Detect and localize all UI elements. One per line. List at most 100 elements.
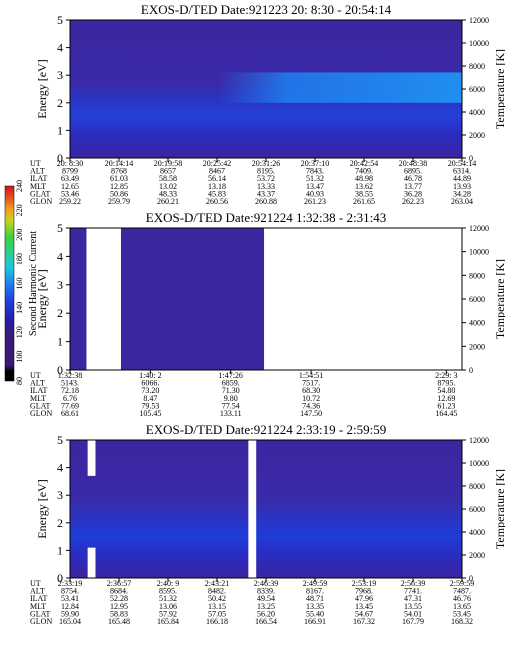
table-row-label: ALT	[30, 379, 45, 388]
y2-tick-label: 10000	[469, 248, 489, 257]
table-cell: 12.65	[61, 182, 79, 191]
chart-title: EXOS-D/TED Date:921224 2:33:19 - 2:59:59	[146, 422, 386, 437]
y-tick-label: 1	[57, 543, 63, 557]
chart-title: EXOS-D/TED Date:921223 20: 8:30 - 20:54:…	[141, 2, 392, 17]
table-cell: 61.03	[110, 174, 128, 183]
table-cell: 10.72	[302, 394, 320, 403]
table-row-label: UT	[30, 159, 41, 168]
colorbar-tick-label: 80	[15, 377, 24, 385]
table-cell: 54.80	[437, 386, 455, 395]
table-cell: 8768	[111, 167, 127, 176]
y-tick-label: 4	[57, 249, 63, 263]
table-cell: 72.18	[61, 386, 79, 395]
table-cell: 48.71	[306, 594, 324, 603]
y2-tick-label: 4000	[469, 108, 485, 117]
y-tick-label: 5	[57, 13, 63, 27]
table-row-label: ALT	[30, 167, 45, 176]
table-cell: 68.30	[302, 386, 320, 395]
y-tick-label: 4	[57, 461, 63, 475]
table-cell: 79.53	[141, 401, 159, 410]
y-axis-label: Energy [eV]	[35, 59, 49, 118]
spectrogram-area	[70, 440, 462, 578]
table-cell: 8339.	[257, 587, 275, 596]
table-cell: 12.95	[110, 602, 128, 611]
table-cell: 105.45	[139, 409, 161, 418]
y2-tick-label: 4000	[469, 528, 485, 537]
table-cell: 7517.	[302, 379, 320, 388]
table-cell: 73.20	[141, 386, 159, 395]
table-cell: 20:37:10	[301, 159, 329, 168]
table-row-label: MLT	[30, 182, 46, 191]
colorbar-scale	[4, 185, 15, 382]
table-cell: 166.18	[206, 617, 228, 626]
table-cell: 2:49:59	[303, 579, 327, 588]
table-cell: 7487.	[453, 587, 471, 596]
table-cell: 45.83	[208, 189, 226, 198]
y-tick-label: 1	[57, 123, 63, 137]
table-row-label: UT	[30, 371, 41, 380]
table-cell: 2:29: 3	[435, 371, 457, 380]
table-cell: 263.04	[451, 197, 473, 206]
y2-tick-label: 12000	[469, 224, 489, 233]
table-row-label: MLT	[30, 394, 46, 403]
table-cell: 166.91	[304, 617, 326, 626]
table-cell: 57.05	[208, 609, 226, 618]
y-tick-label: 0	[57, 363, 63, 377]
y2-tick-label: 6000	[469, 295, 485, 304]
y-tick-label: 3	[57, 488, 63, 502]
table-cell: 53.46	[61, 189, 79, 198]
colorbar-tick-label: 100	[15, 351, 24, 363]
y-axis-label: Energy [eV]	[35, 479, 49, 538]
table-cell: 58.83	[110, 609, 128, 618]
table-cell: 50.86	[110, 189, 128, 198]
y2-tick-label: 6000	[469, 505, 485, 514]
y2-tick-label: 10000	[469, 459, 489, 468]
y-tick-label: 2	[57, 516, 63, 530]
chart-panel-2: EXOS-D/TED Date:921224 1:32:38 - 2:31:43…	[30, 210, 505, 418]
table-row-label: GLON	[30, 197, 52, 206]
table-cell: 8167.	[306, 587, 324, 596]
table-cell: 20:14:14	[105, 159, 133, 168]
table-cell: 260.56	[206, 197, 228, 206]
table-cell: 6066.	[141, 379, 159, 388]
table-cell: 259.79	[108, 197, 130, 206]
table-cell: 53.41	[61, 594, 79, 603]
table-cell: 54.01	[404, 609, 422, 618]
table-cell: 2:40: 9	[157, 579, 179, 588]
table-cell: 13.65	[453, 602, 471, 611]
y2-axis-label: Temperature [K]	[493, 469, 505, 549]
table-cell: 63.49	[61, 174, 79, 183]
table-cell: 12.85	[110, 182, 128, 191]
table-cell: 7968.	[355, 587, 373, 596]
table-cell: 12.69	[437, 394, 455, 403]
table-cell: 7843.	[306, 167, 324, 176]
table-cell: 260.21	[157, 197, 179, 206]
table-cell: 46.76	[453, 594, 471, 603]
table-cell: 54.67	[355, 609, 373, 618]
table-cell: 56.14	[208, 174, 226, 183]
y-tick-label: 3	[57, 278, 63, 292]
table-cell: 13.47	[306, 182, 324, 191]
colorbar-tick-label: 160	[15, 278, 24, 290]
table-cell: 34.28	[453, 189, 471, 198]
table-cell: 8595.	[159, 587, 177, 596]
table-row-label: ILAT	[30, 594, 47, 603]
table-cell: 166.54	[255, 617, 277, 626]
table-cell: 59.90	[61, 609, 79, 618]
table-cell: 20:25:42	[203, 159, 231, 168]
table-cell: 48.33	[159, 189, 177, 198]
table-cell: 1:32:38	[58, 371, 82, 380]
y-tick-label: 1	[57, 335, 63, 349]
y2-tick-label: 2000	[469, 551, 485, 560]
table-row-label: MLT	[30, 602, 46, 611]
table-cell: 57.92	[159, 609, 177, 618]
table-cell: 7741.	[404, 587, 422, 596]
y-tick-label: 0	[57, 571, 63, 585]
table-cell: 8.47	[143, 394, 157, 403]
colorbar-tick-label: 120	[15, 326, 24, 338]
y-tick-label: 5	[57, 221, 63, 235]
table-cell: 53.45	[453, 609, 471, 618]
colorbar-tick-label: 240	[15, 180, 24, 192]
data-gap	[87, 440, 96, 476]
